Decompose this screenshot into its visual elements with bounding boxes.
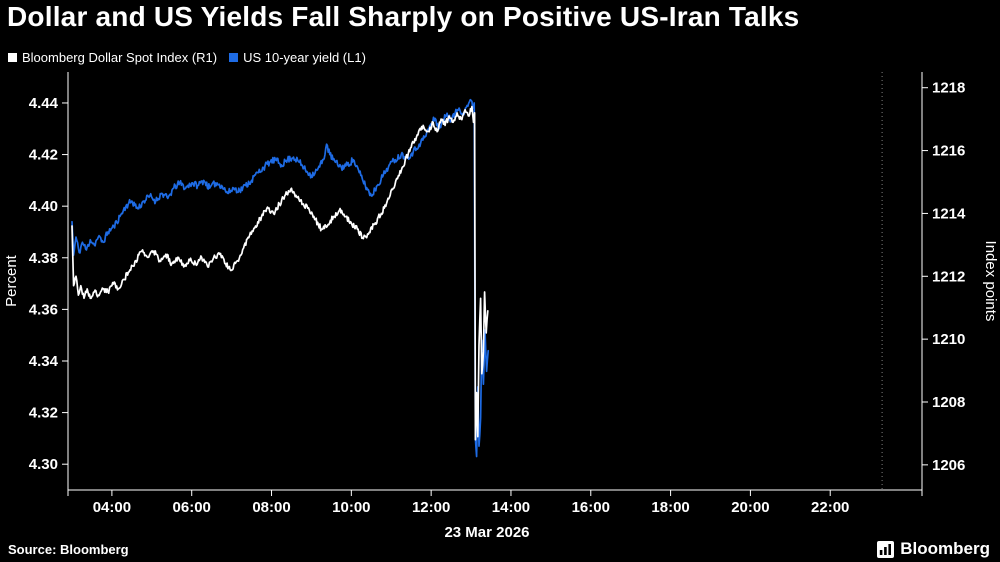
left-axis-tick-label: 4.42	[29, 147, 58, 164]
right-axis-title: Index points	[982, 241, 999, 322]
x-axis-tick-label: 10:00	[332, 499, 370, 516]
x-axis-tick-label: 18:00	[651, 499, 689, 516]
legend-item-10y-yield: US 10-year yield (L1)	[229, 50, 366, 65]
x-axis-tick-label: 20:00	[731, 499, 769, 516]
right-axis-tick-label: 1214	[932, 205, 966, 222]
chart-title: Dollar and US Yields Fall Sharply on Pos…	[7, 1, 800, 32]
bloomberg-wordmark: Bloomberg	[900, 539, 990, 558]
right-axis-tick-label: 1218	[932, 80, 965, 97]
chart-footer: Source: Bloomberg Bloomberg	[8, 538, 990, 560]
left-axis-tick-label: 4.34	[29, 353, 59, 370]
right-axis-tick-label: 1210	[932, 331, 965, 348]
right-axis-tick-label: 1206	[932, 457, 965, 474]
right-axis-tick-label: 1216	[932, 143, 965, 160]
left-axis-tick-label: 4.32	[29, 405, 58, 422]
x-axis-date-label: 23 Mar 2026	[444, 524, 529, 541]
x-axis-tick-label: 22:00	[811, 499, 849, 516]
left-axis-title: Percent	[3, 254, 20, 307]
legend-label-dollar-index: Bloomberg Dollar Spot Index (R1)	[22, 50, 218, 65]
x-axis-tick-label: 12:00	[412, 499, 450, 516]
x-axis-tick-label: 04:00	[93, 499, 131, 516]
dollar-index-line	[71, 105, 489, 441]
legend-swatch-10y-yield	[229, 53, 239, 62]
bloomberg-logo-icon	[877, 540, 895, 558]
legend-item-dollar-index: Bloomberg Dollar Spot Index (R1)	[8, 50, 217, 65]
us10y-yield-line	[71, 98, 490, 458]
right-axis-tick-label: 1212	[932, 268, 965, 285]
x-axis-tick-label: 14:00	[492, 499, 530, 516]
x-axis-tick-label: 08:00	[252, 499, 290, 516]
x-axis-tick-label: 16:00	[572, 499, 610, 516]
legend-swatch-dollar-index	[8, 53, 17, 62]
left-axis-tick-label: 4.38	[29, 250, 58, 267]
x-axis-tick-label: 06:00	[173, 499, 211, 516]
left-axis-tick-label: 4.44	[29, 95, 59, 112]
chart-legend: Bloomberg Dollar Spot Index (R1) US 10-y…	[8, 50, 366, 65]
source-label: Source: Bloomberg	[8, 541, 129, 557]
left-axis-tick-label: 4.30	[29, 456, 58, 473]
right-axis-tick-label: 1208	[932, 394, 965, 411]
bloomberg-logo: Bloomberg	[877, 539, 990, 559]
legend-label-10y-yield: US 10-year yield (L1)	[243, 50, 366, 65]
left-axis-tick-label: 4.40	[29, 198, 58, 215]
left-axis-tick-label: 4.36	[29, 301, 58, 318]
